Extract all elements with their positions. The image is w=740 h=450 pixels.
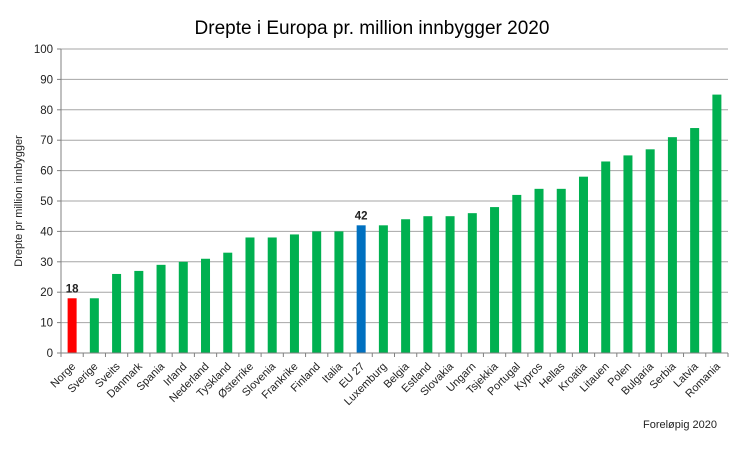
y-tick-label: 20 [40, 287, 53, 299]
x-axis-categories: NorgeSverigeSveitsDanmarkSpaniaIrlandNed… [49, 360, 724, 408]
y-tick-label: 50 [40, 196, 53, 208]
bar-serbia [667, 137, 677, 353]
data-label: 42 [355, 210, 368, 222]
bar-eu-27 [356, 225, 366, 353]
bar-portugal [512, 194, 522, 353]
bar-finland [312, 231, 322, 353]
bar-latvia [690, 128, 700, 353]
gridlines [61, 48, 728, 324]
annotation-preliminary: Foreløpig 2020 [643, 419, 717, 431]
bar-luxemburg [378, 225, 388, 353]
y-axis-ticks: 0 10 20 30 40 50 60 70 80 90 100 [34, 44, 61, 360]
y-tick-label: 0 [47, 348, 53, 360]
bar-tsjekkia [490, 207, 500, 353]
bar-bulgaria [645, 149, 655, 353]
bar-sveits [112, 273, 122, 353]
bar-slovenia [267, 237, 277, 353]
bar-spania [156, 264, 166, 353]
bar-romania [712, 94, 722, 353]
bar-kroatia [578, 176, 588, 353]
chart-title: Drepte i Europa pr. million innbygger 20… [195, 18, 550, 39]
bar-litauen [601, 161, 611, 353]
bar-hellas [556, 188, 566, 353]
y-axis-label: Drepte pr million innbygger [13, 135, 25, 267]
bar-tyskland [223, 252, 233, 353]
y-tick-label: 10 [40, 318, 53, 330]
bar-kypros [534, 188, 544, 353]
bar-italia [334, 231, 344, 353]
y-tick-label: 30 [40, 257, 53, 269]
y-tick-label: 80 [40, 105, 53, 117]
bar-nederland [201, 258, 211, 353]
bar-irland [178, 261, 188, 353]
bars [67, 94, 722, 353]
y-tick-label: 100 [34, 44, 53, 56]
y-tick-label: 60 [40, 166, 53, 178]
data-label: 18 [66, 283, 79, 295]
y-tick-label: 40 [40, 226, 53, 238]
bar-østerrike [245, 237, 255, 353]
bar-slovakia [445, 216, 455, 353]
bar-norge [67, 298, 77, 353]
bar-belgia [401, 219, 411, 353]
bar-ungarn [467, 213, 477, 353]
bar-frankrike [289, 234, 299, 353]
x-axis [60, 49, 729, 357]
bar-danmark [134, 270, 144, 353]
y-tick-label: 70 [40, 135, 53, 147]
x-category-label: Serbia [648, 360, 680, 392]
bar-estland [423, 216, 433, 353]
bar-polen [623, 155, 633, 353]
y-tick-label: 90 [40, 74, 53, 86]
bar-sverige [89, 298, 99, 353]
